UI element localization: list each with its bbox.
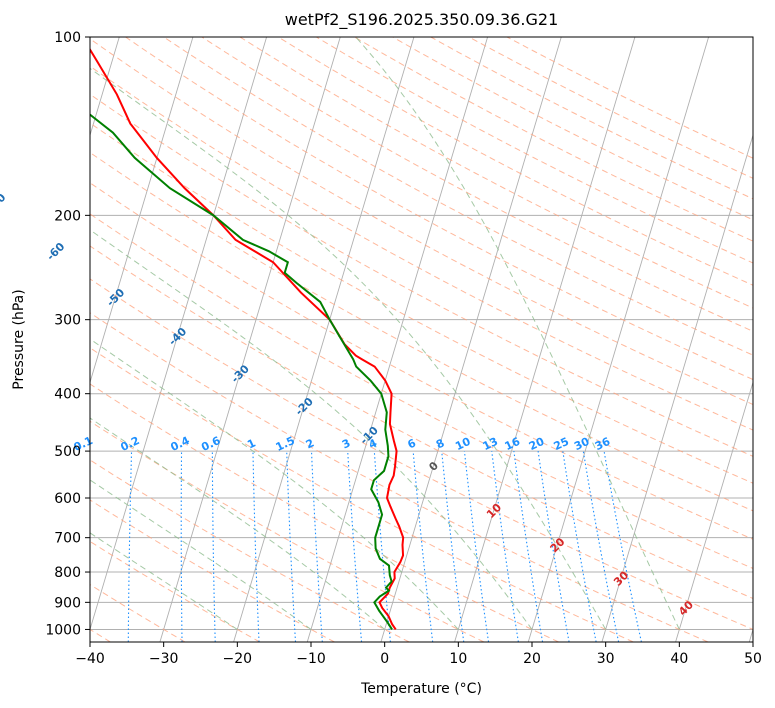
dry-adiabat [90,383,559,642]
isotherm-label: -70 [0,191,9,214]
dry-adiabat [90,65,753,431]
x-tick-label: 10 [449,651,467,667]
plot-area [90,37,753,642]
temperature-line [90,47,405,631]
y-tick-label: 900 [54,595,81,611]
mixing-ratio-label: 36 [593,435,613,453]
mixing-ratio-line [537,451,570,642]
y-tick-label: 500 [54,444,81,460]
mixing-ratio-line [582,451,620,642]
mixing-ratio-line [463,451,490,642]
y-tick-label: 1000 [45,622,81,638]
dry-adiabat [90,213,753,569]
x-tick-label: 40 [670,651,688,667]
isotherm-line [675,380,753,642]
dry-adiabat [90,459,410,642]
moist-adiabat [90,229,533,630]
y-tick-label: 600 [54,491,81,507]
dewpoint-line [90,113,393,630]
x-axis-label: Temperature (°C) [360,681,482,697]
tick-layer: −40 −30 −20 −10 0 10 20 30 40 50 100 200 300 400 500 60… [45,30,762,667]
moist-adiabat [90,532,238,630]
isotherm-line [159,37,341,642]
x-tick-label: 50 [744,651,762,667]
mixing-ratio-line [412,451,434,642]
moist-adiabat [90,479,312,630]
x-tick-label: 30 [597,651,615,667]
mixing-ratio-line [441,451,465,642]
y-tick-label: 200 [54,208,81,224]
isotherm-line [306,37,489,642]
mixing-ratio-label: 13 [481,435,500,453]
y-tick-label: 400 [54,387,81,403]
y-tick-label: 300 [54,313,81,329]
mixing-ratio-label: 25 [552,435,571,453]
isotherm-line [233,37,415,642]
moist-adiabat [90,417,385,630]
dry-adiabat [90,347,634,642]
dry-adiabat [90,278,753,630]
moist-adiabat [90,338,459,630]
mixing-ratio-label: 20 [527,435,547,453]
moist-adiabat [90,67,607,630]
grid-layer [90,37,753,642]
dry-adiabat [90,499,335,642]
mixing-ratio-line [491,451,519,642]
plot-frame [89,36,754,643]
x-tick-label: −10 [296,651,326,667]
x-tick-label: −40 [75,651,105,667]
x-tick-label: 0 [380,651,389,667]
mixing-ratio-label: 30 [572,435,592,453]
x-tick-label: −30 [149,651,179,667]
isotherm-line [601,133,753,642]
y-tick-label: 100 [54,30,81,46]
mixing-ratio-line [562,451,597,642]
mixing-ratio-line [603,451,642,642]
moist-adiabat [355,37,680,630]
isotherm-line [454,37,636,642]
y-tick-label: 800 [54,565,81,581]
dry-adiabat [90,245,753,600]
dry-adiabat [90,122,753,484]
isotherm-line [90,37,268,632]
series-layer [90,47,405,631]
mixing-ratio-label: 10 [453,435,473,453]
y-tick-label: 700 [54,531,81,547]
isotherm-line [527,37,710,642]
dry-adiabat [90,312,709,642]
y-axis-label: Pressure (hPa) [11,289,27,389]
mixing-ratio-label: 16 [503,435,523,453]
isotherm-line [90,37,194,384]
dry-adiabat [90,93,753,457]
x-tick-label: 20 [523,651,541,667]
x-tick-label: −20 [223,651,253,667]
isotherm-line [380,37,562,642]
chart-title: wetPf2_S196.2025.350.09.36.G21 [285,10,559,30]
mixing-ratio-line [513,451,544,642]
